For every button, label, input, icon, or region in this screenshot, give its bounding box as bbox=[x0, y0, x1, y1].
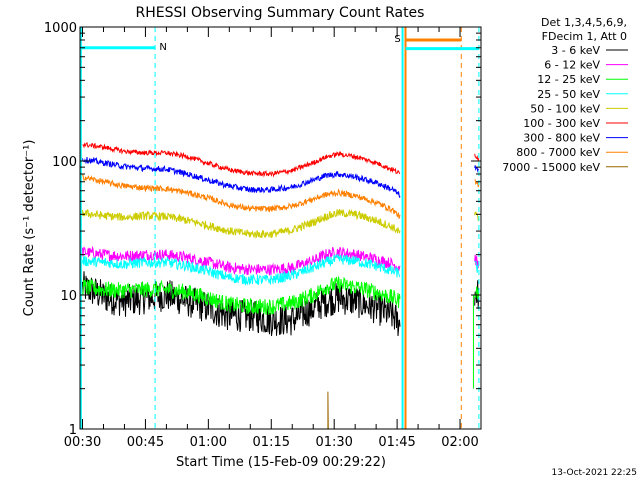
series-segment-after-gap-50-100-kev bbox=[474, 211, 480, 222]
y-tick-label: 1000 bbox=[44, 21, 77, 36]
x-tick-label: 00:45 bbox=[127, 435, 164, 450]
y-axis: 1 10 100 1000 bbox=[44, 21, 481, 438]
x-tick-label: 01:30 bbox=[315, 435, 352, 450]
series-line-100-300-kev bbox=[82, 141, 401, 178]
y-tick-label: 100 bbox=[52, 155, 77, 170]
legend-header-line-1: Det 1,3,4,5,6,9, bbox=[541, 16, 627, 29]
legend-label-12-25-kev: 12 - 25 keV bbox=[537, 73, 600, 86]
y-tick-label: 10 bbox=[60, 289, 77, 304]
render-timestamp: 13-Oct-2021 22:25 bbox=[552, 468, 637, 478]
legend-label-25-50-kev: 25 - 50 keV bbox=[537, 88, 600, 101]
series-line-6-12-kev bbox=[82, 245, 401, 276]
x-tick-label: 01:15 bbox=[253, 435, 290, 450]
x-axis-label: Start Time (15-Feb-09 00:29:22) bbox=[176, 455, 386, 470]
series-line-800-7000-kev bbox=[82, 173, 401, 219]
y-tick-label: 1 bbox=[69, 423, 77, 438]
series-segment-after-gap-300-800-kev bbox=[474, 165, 480, 173]
series-line-50-100-kev bbox=[82, 208, 401, 239]
plot-overlays-group: NS bbox=[79, 27, 480, 429]
x-tick-label: 02:00 bbox=[441, 435, 478, 450]
series-segment-after-gap-800-7000-kev bbox=[474, 179, 480, 188]
x-tick-label: 01:00 bbox=[190, 435, 227, 450]
series-segment-after-gap-25-50-kev bbox=[474, 260, 480, 273]
series-line-25-50-kev bbox=[82, 253, 401, 286]
series-line-300-800-kev bbox=[82, 156, 401, 198]
plot-frame bbox=[79, 26, 482, 430]
series-segment-after-gap-100-300-kev bbox=[474, 153, 480, 163]
x-axis: 00:30 00:45 01:00 01:15 01:30 01:45 02:00 bbox=[64, 27, 482, 450]
series-segment-after-gap-12-25-kev bbox=[474, 286, 480, 300]
x-tick-label: 00:30 bbox=[64, 435, 101, 450]
flag-label-s: S bbox=[394, 34, 400, 45]
legend-label-7000-15000-kev: 7000 - 15000 keV bbox=[502, 161, 600, 174]
legend: Det 1,3,4,5,6,9, FDecim 1, Att 0 3 - 6 k… bbox=[502, 16, 628, 174]
series-line-12-25-kev bbox=[82, 275, 401, 315]
plot-series-group bbox=[82, 141, 480, 430]
flag-label-n: N bbox=[159, 42, 166, 53]
legend-label-6-12-kev: 6 - 12 keV bbox=[544, 59, 600, 72]
chart-title: RHESSI Observing Summary Count Rates bbox=[136, 5, 425, 21]
series-segment-after-gap-3-6-kev bbox=[474, 280, 480, 310]
legend-label-100-300-kev: 100 - 300 keV bbox=[523, 117, 600, 130]
legend-header-line-2: FDecim 1, Att 0 bbox=[542, 30, 627, 43]
x-tick-label: 01:45 bbox=[378, 435, 415, 450]
legend-label-3-6-kev: 3 - 6 keV bbox=[551, 44, 600, 57]
y-axis-label: Count Rate (s⁻¹ detector⁻¹) bbox=[22, 140, 37, 317]
legend-label-50-100-kev: 50 - 100 keV bbox=[530, 102, 600, 115]
legend-label-300-800-kev: 300 - 800 keV bbox=[523, 132, 600, 145]
legend-label-800-7000-kev: 800 - 7000 keV bbox=[516, 146, 600, 159]
